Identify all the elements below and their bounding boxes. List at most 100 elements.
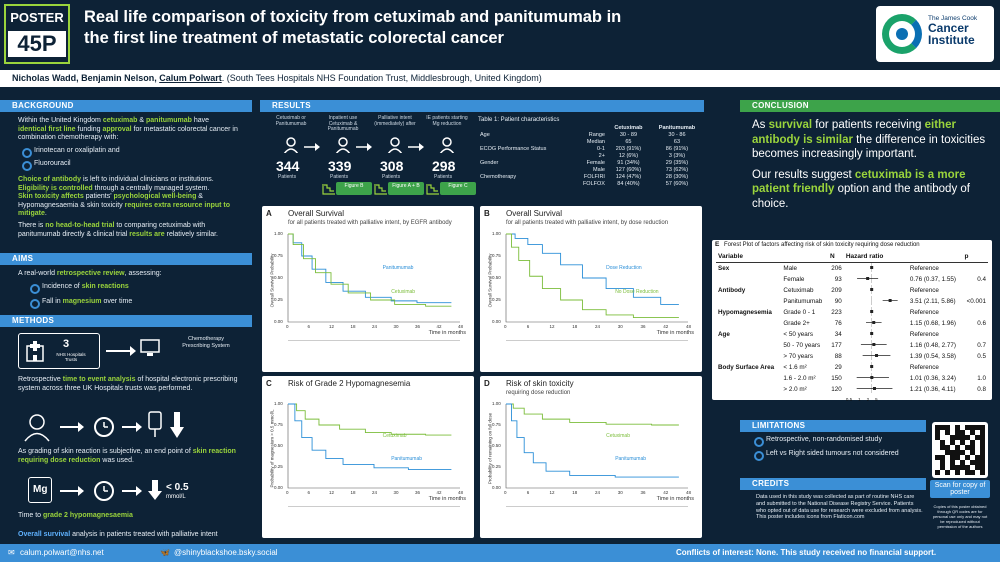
figure-link-button[interactable]: Figure A + B (388, 182, 424, 195)
x-tick-label: 36 (415, 324, 421, 329)
forest-marker-cell (844, 284, 908, 296)
series-label-1: Dose Reduction (606, 264, 642, 271)
y-tick-label: 0.00 (492, 485, 501, 490)
forest-marker (860, 339, 887, 349)
forest-row: Body Surface Area < 1.6 m² 29 Reference (716, 361, 988, 373)
forest-marker-cell (844, 295, 908, 307)
x-tick-label: 6 (307, 324, 311, 329)
y-tick-label: 1.00 (492, 231, 501, 236)
figure-title-text: Overall Survival (506, 209, 563, 218)
table-cell (478, 152, 572, 159)
table-row: Age Range 30 - 89 30 - 86 (478, 131, 704, 138)
forest-row: Age < 50 years 34 Reference (716, 328, 988, 340)
figure-link-button[interactable]: Figure C (440, 182, 476, 195)
logo-line-1: Cancer (928, 21, 969, 35)
forest-cell: 29 (834, 363, 842, 371)
x-tick-label: 18 (350, 324, 356, 329)
background-heading: BACKGROUND (0, 100, 252, 112)
forest-axis-row: 0.5 1 2 5 (716, 395, 988, 406)
forest-cell: 177 (831, 341, 842, 349)
flow-patient-count: 298 (432, 158, 456, 174)
y-tick-label: 0.25 (274, 464, 283, 469)
forest-row: Female 93 0.76 (0.37, 1.55) 0.4 (716, 273, 988, 285)
y-tick-label: 0.25 (492, 297, 501, 302)
table-row: Median 65 63 (478, 138, 704, 145)
author-names: Nicholas Wadd, Benjamin Nelson, (12, 73, 160, 83)
figure-letter: B (484, 209, 490, 218)
table-cell: Median (586, 138, 605, 145)
presenting-author: Calum Polwart (159, 73, 222, 83)
arrow-down-icon (170, 412, 184, 438)
table-cell: 84 (40%) (617, 180, 640, 187)
qr-caption: Scan for copy of poster (930, 480, 990, 498)
y-tick-label: 0.25 (492, 464, 501, 469)
table-row: Male 127 (60%) 73 (62%) (478, 166, 704, 173)
figure-title-text: Risk of skin toxicity (506, 379, 574, 388)
table-cell: 65 (625, 138, 632, 145)
forest-cell: < 1.6 m² (783, 363, 807, 371)
poster-number-badge: POSTER 45P (4, 4, 70, 64)
forest-marker-cell (844, 262, 908, 274)
x-tick-label: 42 (663, 324, 669, 329)
forest-cell: Reference (909, 264, 939, 272)
forest-cell (716, 384, 781, 395)
km-curve-icon (322, 184, 335, 195)
hospital-icon (26, 341, 44, 362)
forest-cell: 76 (834, 319, 842, 327)
forest-cell: 0.7 (977, 341, 986, 349)
forest-cell: 34 (834, 330, 842, 338)
forest-cell (962, 262, 988, 274)
contact-email[interactable]: calum.polwart@nhs.net (20, 548, 104, 557)
x-axis-label: Time in months (428, 330, 466, 336)
km-curve (506, 403, 679, 426)
number-at-risk-band (506, 506, 688, 530)
x-tick-label: 0 (504, 490, 507, 495)
y-tick-label: 1.00 (274, 231, 283, 236)
forest-cell (962, 285, 988, 296)
table-cell: Male (593, 166, 605, 173)
author-bar: Nicholas Wadd, Benjamin Nelson, Calum Po… (0, 70, 1000, 87)
forest-cell (716, 351, 781, 362)
forest-cell: > 2.0 m² (783, 385, 807, 393)
table-cell: 127 (60%) (615, 166, 642, 173)
y-tick-label: 0.50 (274, 275, 283, 280)
forest-cell: 150 (831, 374, 842, 382)
x-tick-label: 12 (329, 324, 335, 329)
patient-icon (387, 137, 402, 153)
forest-cell: 1.01 (0.36, 3.24) (909, 374, 957, 382)
arrow-right-icon (356, 143, 372, 151)
forest-marker (869, 328, 873, 338)
plot-axes (505, 404, 688, 489)
table-row: FOLFOX 84 (40%) 57 (60%) (478, 180, 704, 187)
x-tick-label: 12 (549, 324, 555, 329)
forest-row: Hypomagnesemia Grade 0 - 1 223 Reference (716, 306, 988, 318)
forest-cell: 0.4 (977, 275, 986, 283)
arrow-right-icon (106, 346, 136, 356)
table-cell: Chemotherapy (480, 173, 517, 180)
figure-title: Risk of skin toxicity requiring dose redu… (506, 379, 574, 397)
social-handle[interactable]: @shinyblackshoe.bsky.social (174, 548, 278, 557)
forest-row: Grade 2+ 76 1.15 (0.68, 1.96) 0.6 (716, 317, 988, 329)
forest-marker-cell (844, 383, 908, 395)
series-label-2: No Dose Reduction (615, 288, 659, 295)
table-cell (478, 180, 572, 187)
table-cell: Age (480, 131, 490, 138)
poster-label: POSTER (10, 10, 64, 25)
forest-cell: Grade 2+ (783, 319, 810, 327)
qr-code[interactable] (932, 422, 988, 478)
y-tick-label: 1.00 (492, 401, 501, 406)
series-label-2: Cetuximab (391, 288, 416, 295)
table-cell: 2+ (598, 152, 605, 159)
table-cell: 63 (673, 138, 681, 145)
series-label-1: Cetuximab (382, 433, 407, 440)
km-curve-icon (374, 184, 387, 195)
forest-marker (869, 284, 873, 294)
km-plot (505, 233, 688, 323)
hospitals-count: 3 (63, 338, 70, 350)
x-tick-label: 24 (595, 324, 601, 329)
flow-step-label: Inpatient use Cetuximab & Panitumumab (327, 115, 359, 132)
figure-link-button[interactable]: Figure B (336, 182, 372, 195)
hospitals-label: NHS Hospitals Trusts (56, 352, 86, 362)
forest-cell: Panitumumab (783, 297, 823, 305)
number-at-risk-band (288, 340, 460, 364)
